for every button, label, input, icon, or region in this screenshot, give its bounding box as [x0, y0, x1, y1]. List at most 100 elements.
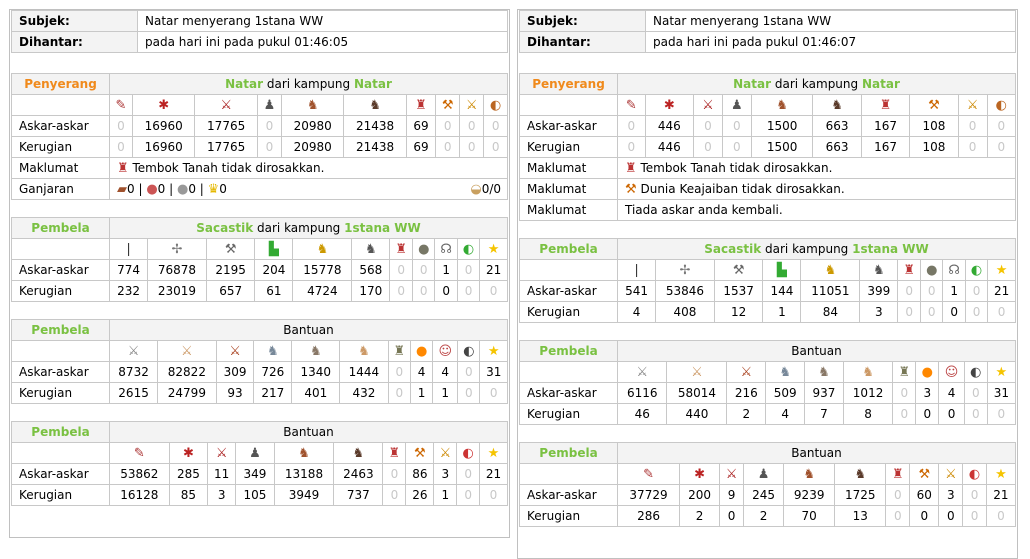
- legionnaire-icon: ⚔: [127, 343, 140, 359]
- unit-count: 69: [405, 115, 437, 137]
- unit-count: 0: [962, 484, 987, 506]
- unit-count: 2: [726, 403, 767, 425]
- unit-count: 17765: [194, 136, 258, 158]
- iron-icon: ●: [176, 181, 189, 197]
- equites-caesaris-icon: ♞: [358, 343, 370, 359]
- fire-catapult-icon: ●: [921, 364, 933, 380]
- subject-row: Subjek: Natar menyerang 1stana WW: [11, 10, 508, 32]
- troops-row: Askar-askar 37729 200 9 245 9239 1725 0 60 3 0 21: [519, 484, 1017, 506]
- settler-icon: ◐: [489, 97, 502, 113]
- unit-header: ◐: [986, 94, 1017, 116]
- unit-count: 0: [456, 280, 481, 302]
- unit-count: 13188: [273, 463, 335, 485]
- player-link[interactable]: Sacastik: [704, 242, 762, 256]
- unit-count: 167: [860, 115, 911, 137]
- unit-header: ⚔: [194, 94, 258, 116]
- unit-count: 0: [456, 259, 481, 281]
- unit-header: ◐: [962, 463, 987, 485]
- clubswinger-icon: ✎: [625, 97, 637, 113]
- unit-header: ⚔: [207, 442, 237, 464]
- reward-row: Ganjaran ▰0 | ●0 | ●0 | ♛0 ◒0/0: [11, 178, 508, 200]
- unit-count: 1725: [834, 484, 887, 506]
- defender-title: Sacastik dari kampung 1stana WW: [109, 217, 508, 239]
- unit-count: 0: [256, 136, 282, 158]
- unit-count: 446: [644, 136, 694, 158]
- unit-count: 2615: [108, 382, 159, 404]
- unit-count: 0: [920, 301, 944, 323]
- unit-header: ◐: [456, 238, 481, 260]
- unit-count: 774: [108, 259, 149, 281]
- unit-count: 399: [859, 280, 899, 302]
- unit-count: 3: [207, 484, 237, 506]
- chieftain-icon: ☊: [440, 241, 452, 257]
- unit-header: ✱: [644, 94, 694, 116]
- unit-count: 408: [655, 301, 715, 323]
- player-link[interactable]: Sacastik: [196, 221, 254, 235]
- unit-count: 1: [434, 259, 458, 281]
- unit-count: 84: [800, 301, 861, 323]
- defender-role: Pembela: [11, 421, 110, 443]
- unit-header: ✎: [109, 94, 133, 116]
- village-link[interactable]: 1stana WW: [344, 221, 421, 235]
- unit-header: ★: [986, 361, 1017, 383]
- ram-icon: ♜: [117, 160, 129, 176]
- unit-header: ▙: [762, 259, 802, 281]
- settler-icon: ◐: [462, 445, 474, 461]
- subject-value: Natar menyerang 1stana WW: [137, 10, 508, 32]
- info-cell: ♜ Tembok Tanah tidak dirosakkan.: [109, 157, 508, 179]
- unit-count: 3: [915, 382, 940, 404]
- text: dari kampung: [257, 221, 341, 235]
- unit-icon-row: ✎ ✱ ⚔ ♟ ♞ ♞ ♜ ⚒ ⚔ ◐: [11, 94, 508, 116]
- defender-title: Sacastik dari kampung 1stana WW: [617, 238, 1016, 260]
- unit-count: 16128: [109, 484, 170, 506]
- unit-count: 0: [389, 259, 414, 281]
- unit-count: 0: [963, 403, 988, 425]
- unit-header: ♞: [333, 442, 384, 464]
- unit-header: ✎: [617, 94, 646, 116]
- unit-count: 4: [765, 403, 806, 425]
- unit-count: 17765: [194, 115, 258, 137]
- unit-count: 216: [726, 382, 767, 404]
- imperian-icon: ⚔: [740, 364, 753, 380]
- info-row: Maklumat ♜ Tembok Tanah tidak dirosakkan.: [519, 157, 1016, 179]
- reward-wrap: ▰0 | ●0 | ●0 | ♛0 ◒0/0: [117, 182, 505, 197]
- unit-count: 286: [616, 505, 681, 527]
- clubswinger-icon: ✎: [133, 445, 145, 461]
- unit-header: ♞: [343, 94, 407, 116]
- settler-icon: ◐: [970, 364, 982, 380]
- unit-count: 568: [351, 259, 391, 281]
- village-link[interactable]: 1stana WW: [852, 242, 929, 256]
- equites-legati-icon: ♞: [779, 364, 791, 380]
- unit-header: ◐: [963, 361, 988, 383]
- info-row: Maklumat ⚒ Dunia Keajaiban tidak dirosakk…: [519, 178, 1016, 200]
- unit-header: ♜: [860, 94, 911, 116]
- unit-header: ♞: [292, 238, 353, 260]
- settler-icon: ◐: [970, 262, 983, 278]
- trebuchet-icon: ●: [418, 241, 430, 257]
- defender-table: Pembela Sacastik dari kampung 1stana WW ❘ ✢…: [519, 238, 1016, 323]
- settler-icon: ◐: [463, 343, 475, 359]
- paladin-icon: ♞: [306, 97, 319, 113]
- sent-label: Dihantar:: [519, 31, 646, 53]
- village-link[interactable]: Natar: [353, 77, 392, 91]
- text: 0: [219, 181, 227, 196]
- clubswinger-icon: ✎: [115, 97, 127, 113]
- unit-count: 0: [892, 382, 917, 404]
- defender-role: Pembela: [519, 442, 618, 464]
- troops-row: Askar-askar 774 76878 2195 204 15778 568 0 0 1 0 21: [11, 259, 508, 281]
- losses-row: Kerugian 2615 24799 93 217 401 432 0 1 1 0 0: [11, 382, 508, 404]
- unit-count: 3: [859, 301, 899, 323]
- imperian-icon: ⚔: [229, 343, 241, 359]
- unit-header: ♞: [280, 94, 345, 116]
- unit-header: ❘: [108, 238, 149, 260]
- unit-header: ⚒: [909, 94, 959, 116]
- unit-header: ✎: [109, 442, 170, 464]
- carry-icon: ◒: [470, 181, 482, 197]
- sent-label: Dihantar:: [11, 31, 138, 53]
- unit-count: 0: [892, 403, 917, 425]
- village-link[interactable]: Natar: [861, 77, 900, 91]
- text: Dunia Keajaiban tidak dirosakkan.: [640, 181, 845, 196]
- unit-count: 1012: [842, 382, 894, 404]
- player-link[interactable]: Natar: [225, 77, 264, 91]
- player-link[interactable]: Natar: [733, 77, 772, 91]
